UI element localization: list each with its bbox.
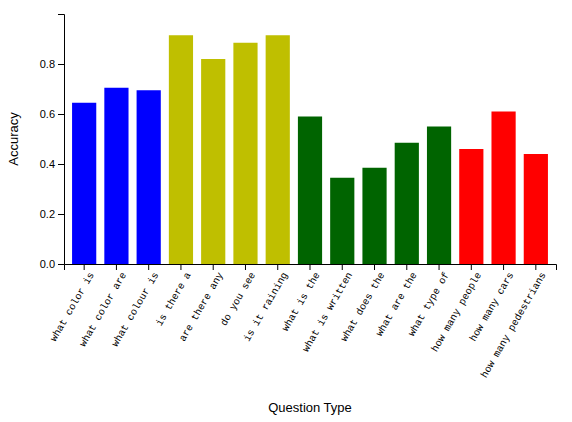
bar bbox=[298, 117, 322, 265]
tick-label: 0.0 bbox=[40, 258, 55, 270]
tick-label: is it raining bbox=[242, 270, 291, 343]
tick-mark bbox=[439, 264, 440, 270]
axis-line bbox=[58, 15, 65, 265]
tick-label: are there any bbox=[177, 270, 226, 343]
tick-mark bbox=[58, 64, 64, 65]
x-axis: what color iswhat color arewhat colour i… bbox=[48, 264, 556, 380]
tick: are there any bbox=[177, 264, 226, 344]
y-axis: 0.0 0.2 0.4 0.6 0.8 bbox=[40, 15, 65, 271]
tick-mark bbox=[503, 264, 504, 270]
bar bbox=[104, 88, 128, 264]
tick: 0.8 bbox=[40, 58, 64, 70]
bar bbox=[459, 149, 483, 264]
tick-mark bbox=[58, 114, 64, 115]
tick: what colour is bbox=[110, 264, 162, 349]
tick-mark bbox=[213, 264, 214, 270]
tick-mark bbox=[58, 214, 64, 215]
tick-mark bbox=[116, 264, 117, 270]
tick-mark bbox=[535, 264, 536, 270]
bar bbox=[330, 178, 354, 264]
bar bbox=[72, 103, 96, 264]
tick-mark bbox=[374, 264, 375, 270]
bar bbox=[233, 43, 257, 264]
bar bbox=[491, 112, 515, 265]
bar bbox=[427, 127, 451, 265]
tick-label: how many pedestrians bbox=[479, 270, 549, 379]
tick-mark bbox=[471, 264, 472, 270]
tick-mark bbox=[342, 264, 343, 270]
tick: how many pedestrians bbox=[479, 264, 549, 380]
tick-mark bbox=[84, 264, 85, 270]
tick: 0.6 bbox=[40, 108, 64, 120]
plot: 0.0 0.2 0.4 0.6 0.8 what color iswhat color a… bbox=[40, 15, 557, 380]
chart: 0.0 0.2 0.4 0.6 0.8 what color iswhat color a… bbox=[0, 0, 572, 422]
bar bbox=[201, 59, 225, 264]
tick-mark bbox=[310, 264, 311, 270]
tick-mark bbox=[406, 264, 407, 270]
bar bbox=[266, 35, 290, 264]
tick-label: 0.6 bbox=[40, 108, 55, 120]
bar bbox=[362, 168, 386, 264]
tick-label: 0.4 bbox=[40, 158, 55, 170]
tick-label: what colour is bbox=[110, 270, 162, 348]
tick: 0.2 bbox=[40, 208, 64, 220]
y-axis-title: Accuracy bbox=[6, 112, 21, 166]
tick-mark bbox=[180, 264, 181, 270]
tick-mark bbox=[277, 264, 278, 270]
tick: 0.0 bbox=[40, 258, 64, 270]
tick-label: 0.8 bbox=[40, 58, 55, 70]
bars bbox=[72, 35, 548, 264]
tick: is it raining bbox=[242, 264, 291, 344]
bar bbox=[169, 35, 193, 264]
tick: 0.4 bbox=[40, 158, 64, 170]
tick-mark bbox=[58, 264, 64, 265]
bar bbox=[395, 143, 419, 264]
bar bbox=[137, 90, 161, 264]
tick-mark bbox=[148, 264, 149, 270]
tick-mark bbox=[245, 264, 246, 270]
tick-mark bbox=[58, 164, 64, 165]
axis-line bbox=[65, 265, 557, 271]
bar bbox=[524, 154, 548, 264]
tick-label: 0.2 bbox=[40, 208, 55, 220]
x-axis-title: Question Type bbox=[268, 400, 352, 415]
